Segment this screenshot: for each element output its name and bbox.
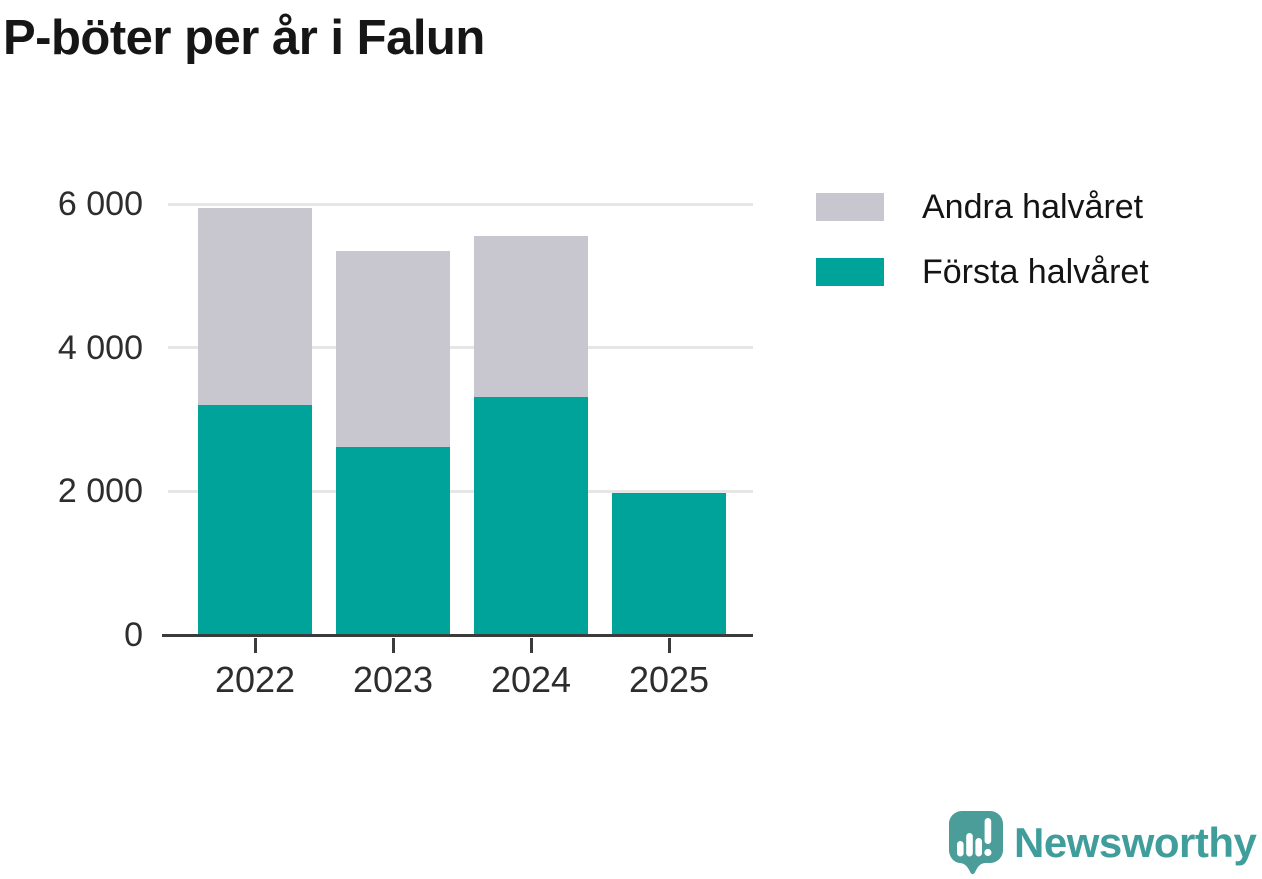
y-axis-tick-label: 4 000 [57,328,143,367]
x-axis-tick-2023 [391,638,395,653]
gridline-2000 [168,489,753,493]
legend-label: Första halvåret [922,253,1149,291]
bar-2025-första-halvåret [612,492,726,635]
legend-item-andra-halvaret: Andra halvåret [816,189,1149,225]
chart-title: P-böter per år i Falun [3,11,485,65]
legend-item-forsta-halvaret: Första halvåret [816,254,1149,290]
bar-2023-första-halvåret [336,446,450,635]
y-axis-tick-label: 2 000 [57,472,143,511]
legend-label: Andra halvåret [922,188,1144,226]
x-axis-label-2024: 2024 [490,659,572,700]
chart-speech-bubble-icon [949,811,1003,875]
bar-2023-andra-halvåret [336,250,450,447]
x-axis-label-2023: 2023 [352,659,434,700]
bar-2024-andra-halvåret [474,236,588,398]
x-axis-tick-2022 [253,638,257,653]
x-axis-tick-2024 [529,638,533,653]
x-axis-label-2025: 2025 [628,659,710,700]
y-axis-tick-label: 6 000 [57,185,143,223]
gridline-4000 [168,346,753,350]
bar-2024-första-halvåret [474,397,588,635]
newsworthy-logo: Newsworthy [948,810,1257,876]
legend-swatch-andra-halvaret [816,193,884,221]
legend-swatch-forsta-halvaret [816,258,884,286]
x-axis-tick-2025 [667,638,671,653]
bar-2022-andra-halvåret [198,208,312,406]
x-axis-label-2022: 2022 [214,659,296,700]
y-axis-tick-label: 0 [124,616,143,654]
logo-wordmark: Newsworthy [1014,819,1257,866]
x-axis-line [162,634,753,637]
gridline-6000 [168,202,753,206]
legend: Andra halvåret Första halvåret [816,189,1149,290]
bar-2022-första-halvåret [198,405,312,635]
